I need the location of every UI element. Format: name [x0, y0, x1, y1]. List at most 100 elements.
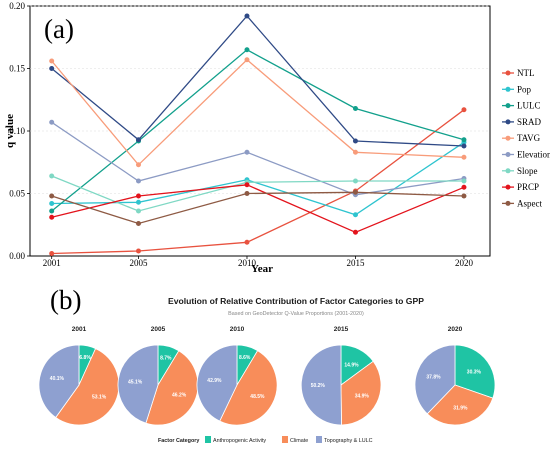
slice-percent-label: 6.8% [79, 355, 91, 361]
data-point-elevation [135, 178, 141, 184]
data-point-elevation [244, 149, 250, 155]
legend-marker [505, 135, 511, 141]
legend-label: SRAD [517, 117, 542, 127]
data-point-ntl [244, 239, 250, 245]
legend-marker [505, 119, 511, 125]
data-point-slope [135, 208, 141, 214]
data-point-prcp [352, 229, 358, 235]
pie-slice [219, 350, 278, 426]
slice-percent-label: 45.1% [128, 379, 143, 385]
slice-percent-label: 48.5% [250, 394, 265, 400]
pie-year-label: 2010 [230, 326, 245, 333]
data-point-slope [49, 173, 55, 179]
data-point-tavg [244, 57, 250, 63]
data-point-pop [352, 212, 358, 218]
data-point-aspect [49, 193, 55, 199]
data-point-lulc [244, 47, 250, 53]
y-axis-label: q value [4, 114, 16, 148]
legend-marker [505, 168, 511, 174]
legend: NTL Pop LULC SRAD TAVG Elevation Slope PRCP Aspe… [502, 68, 550, 208]
data-point-srad [135, 137, 141, 143]
data-point-prcp [244, 182, 250, 188]
y-tick-label: 0.00 [9, 251, 25, 261]
x-tick-label: 2010 [238, 258, 257, 268]
series-lines [49, 13, 467, 256]
slice-percent-label: 31.9% [453, 406, 468, 412]
legend-marker [505, 200, 511, 206]
pie-slice [196, 344, 238, 422]
data-point-ntl [461, 107, 467, 113]
x-axis-ticks: 2001 2005 2010 2015 2020 [43, 256, 473, 268]
pie-slice [340, 360, 382, 426]
pie-2001: 2001 6.8% 53.1% 40.1% [38, 326, 120, 426]
data-point-aspect [135, 221, 141, 226]
slice-percent-label: 50.2% [311, 383, 326, 389]
slice-percent-label: 37.8% [426, 374, 441, 380]
y-tick-label: 0.15 [9, 64, 25, 74]
slice-percent-label: 8.6% [239, 355, 251, 361]
pie-year-label: 2015 [334, 326, 349, 333]
pie-slice [454, 344, 496, 399]
legend-swatch [316, 436, 322, 443]
pie-2015: 2015 14.9% 34.9% 50.2% [300, 326, 382, 426]
legend-label: Slope [517, 166, 538, 176]
legend-category-label: Climate [290, 438, 308, 444]
x-tick-label: 2005 [129, 258, 148, 268]
data-point-tavg [461, 154, 467, 160]
slice-percent-label: 14.9% [344, 362, 359, 368]
y-tick-label: 0.20 [9, 1, 25, 11]
pie-slice [426, 384, 494, 426]
data-point-srad [244, 13, 250, 19]
slice-percent-label: 53.1% [92, 395, 107, 401]
legend-swatch [205, 436, 211, 443]
pie-slice [145, 350, 199, 426]
pie-2020: 2020 30.3% 31.9% 37.8% [414, 326, 496, 426]
y-axis-ticks: 0.00 0.05 0.10 0.15 0.20 [9, 1, 30, 261]
data-point-slope [461, 178, 467, 184]
data-point-lulc [352, 106, 358, 111]
pie-slice [300, 344, 342, 426]
pie-year-label: 2020 [448, 326, 463, 333]
data-point-elevation [49, 119, 55, 125]
data-point-prcp [461, 184, 467, 190]
pie-slice [414, 344, 456, 415]
slice-percent-label: 40.1% [50, 376, 65, 382]
data-point-prcp [135, 193, 141, 199]
legend-label: Aspect [517, 198, 542, 208]
pie-year-label: 2001 [72, 326, 87, 333]
slice-percent-label: 46.2% [172, 393, 187, 399]
slice-percent-label: 8.7% [160, 355, 172, 361]
data-point-aspect [461, 193, 467, 199]
pie-chart-subtitle: Based on GeoDetector Q-Value Proportions… [228, 311, 364, 317]
data-point-aspect [352, 189, 358, 195]
pie-slice [55, 348, 120, 426]
data-point-lulc [461, 137, 467, 143]
data-point-pop [49, 201, 55, 206]
pie-2010: 2010 8.6% 48.5% 42.9% [196, 326, 278, 426]
data-point-srad [352, 138, 358, 144]
legend-marker [505, 86, 511, 92]
slice-percent-label: 30.3% [467, 370, 482, 376]
pie-chart-panel: (b) Evolution of Relative Contribution o… [38, 285, 496, 444]
data-point-srad [49, 66, 55, 71]
y-tick-label: 0.10 [9, 126, 25, 136]
x-axis-label: Year [251, 263, 273, 275]
legend-label: NTL [517, 68, 535, 78]
panel-b-label: (b) [50, 285, 81, 315]
legend-marker [505, 70, 511, 76]
line-chart-panel: 0.00 0.05 0.10 0.15 0.20 2001 2005 2010 2015 202… [4, 1, 550, 275]
pie-chart-title: Evolution of Relative Contribution of Fa… [168, 296, 424, 306]
data-point-tavg [49, 58, 55, 64]
panel-a-label: (a) [44, 14, 74, 44]
data-point-prcp [49, 214, 55, 220]
pie-slice [38, 344, 80, 419]
pie-year-label: 2005 [151, 326, 166, 333]
x-tick-label: 2001 [43, 258, 61, 268]
pies: 2001 6.8% 53.1% 40.1% 2005 8.7% 46.2% 45.1% 2010… [38, 326, 496, 426]
legend-marker [505, 103, 511, 109]
data-point-lulc [49, 208, 55, 214]
legend-category-label: Topography & LULC [324, 438, 373, 444]
pie-2005: 2005 8.7% 46.2% 45.1% [117, 326, 199, 426]
legend-label: Elevation [517, 150, 550, 160]
